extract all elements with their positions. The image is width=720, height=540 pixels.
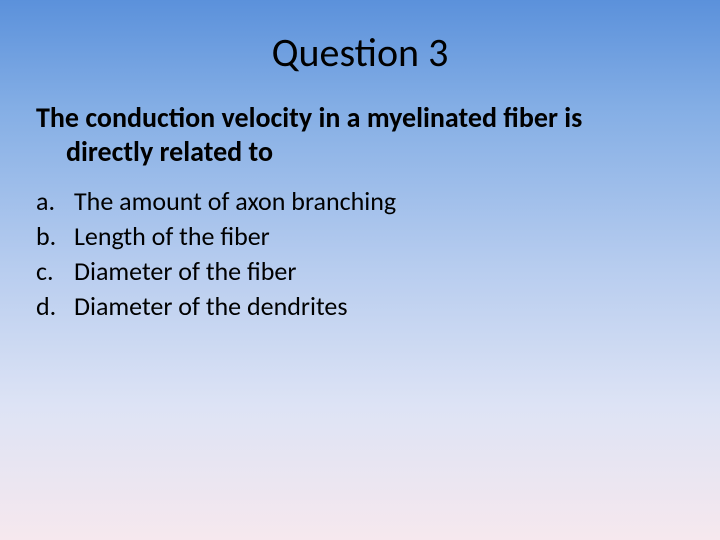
option-text: Length of the fiber — [74, 219, 684, 254]
option-letter: d. — [36, 289, 74, 324]
option-text: Diameter of the dendrites — [74, 289, 684, 324]
option-letter: c. — [36, 254, 74, 289]
question-line-1: The conduction velocity in a myelinated … — [36, 100, 582, 135]
slide-title: Question 3 — [0, 0, 720, 101]
option-letter: a. — [36, 184, 74, 219]
options-list: a. The amount of axon branching b. Lengt… — [0, 184, 720, 324]
question-line-2: directly related to — [36, 135, 684, 169]
option-a: a. The amount of axon branching — [36, 184, 684, 219]
option-d: d. Diameter of the dendrites — [36, 289, 684, 324]
option-text: Diameter of the fiber — [74, 254, 684, 289]
option-c: c. Diameter of the fiber — [36, 254, 684, 289]
slide: Question 3 The conduction velocity in a … — [0, 0, 720, 540]
option-b: b. Length of the fiber — [36, 219, 684, 254]
option-text: The amount of axon branching — [74, 184, 684, 219]
option-letter: b. — [36, 219, 74, 254]
question-stem: The conduction velocity in a myelinated … — [0, 101, 720, 168]
